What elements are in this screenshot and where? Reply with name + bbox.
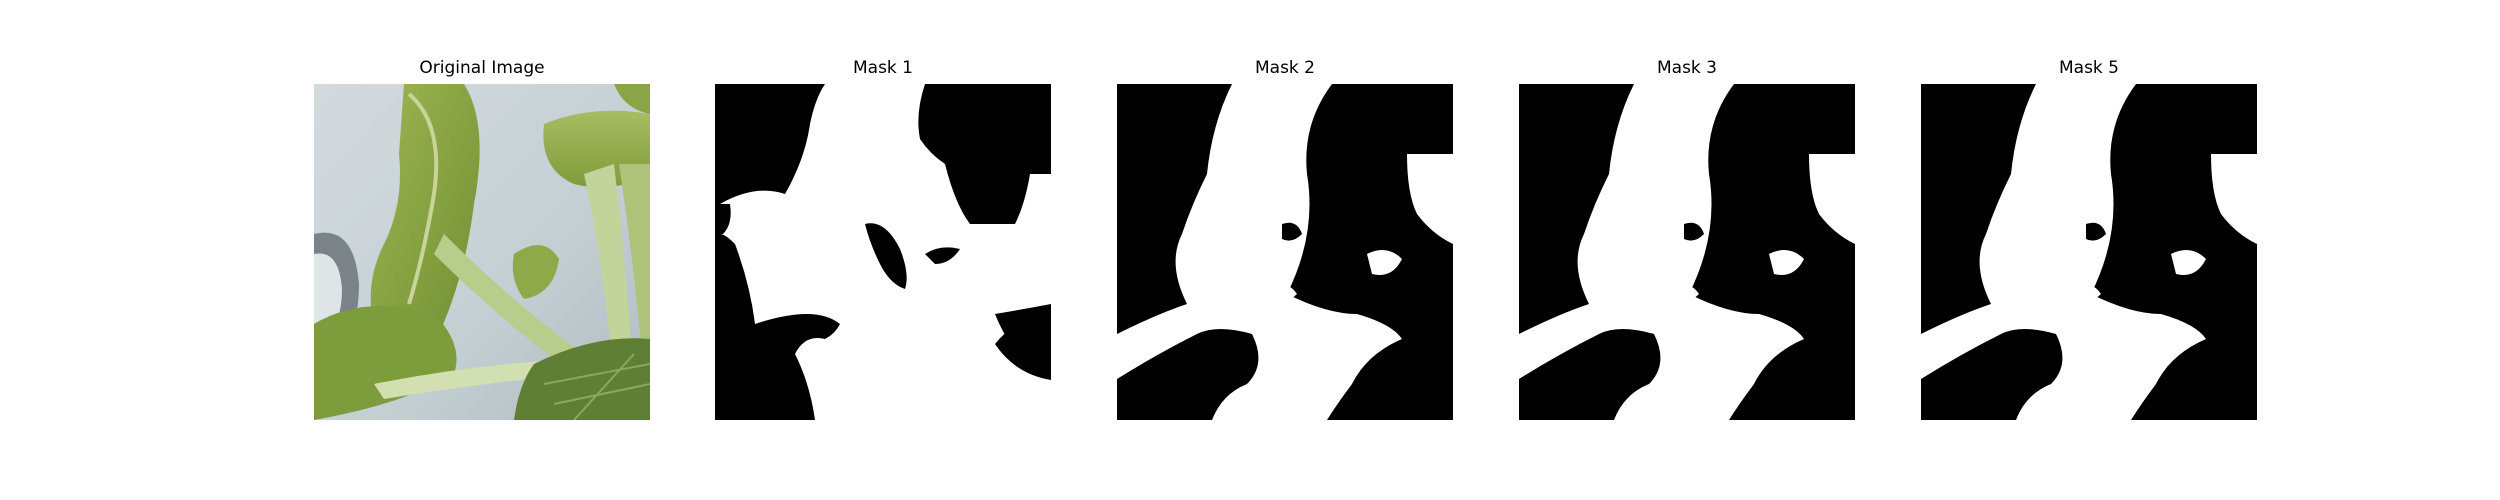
mask-2-panel: [1117, 84, 1453, 420]
panel-title-mask-2: Mask 2: [1254, 58, 1315, 78]
mask-5-image: [1921, 84, 2257, 420]
mask-2-image: [1117, 84, 1453, 420]
panel-title-mask-5: Mask 5: [2058, 58, 2119, 78]
panel-title-mask-1: Mask 1: [852, 58, 913, 78]
plant-photo: [314, 84, 650, 420]
original-image-panel: [314, 84, 650, 420]
mask-1-image: [715, 84, 1051, 420]
mask-1-panel: [715, 84, 1051, 420]
panel-title-original-image: Original Image: [419, 58, 545, 78]
mask-3-panel: [1519, 84, 1855, 420]
panel-title-mask-3: Mask 3: [1656, 58, 1717, 78]
mask-5-panel: [1921, 84, 2257, 420]
mask-3-image: [1519, 84, 1855, 420]
